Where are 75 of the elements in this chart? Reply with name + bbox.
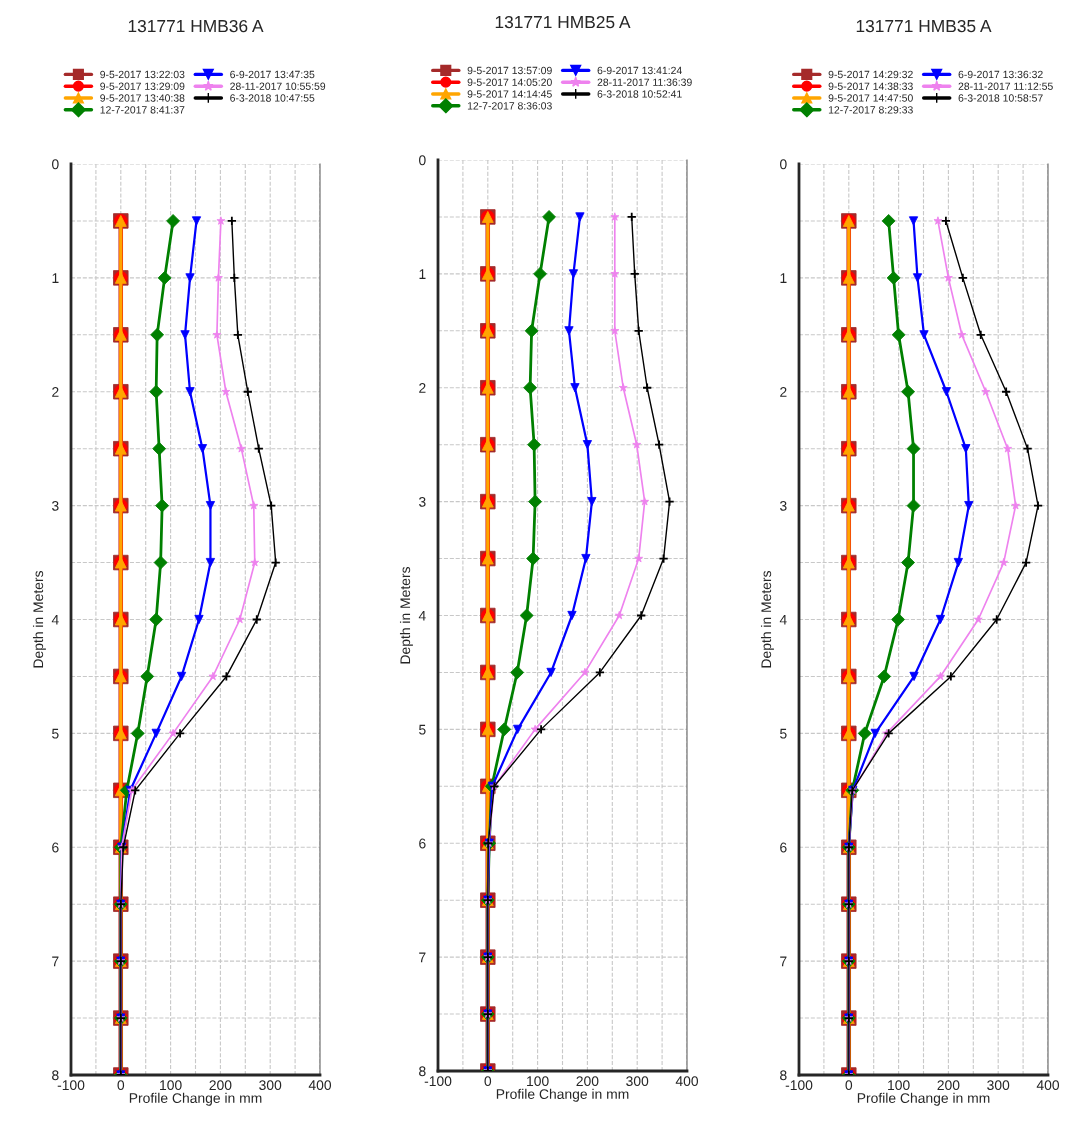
y-tick-label: 4 [779,614,787,625]
legend-label: 9-5-2017 14:47:50 [828,94,913,102]
chart-title: 131771 HMB25 A [495,15,631,29]
y-tick-label: 3 [419,496,426,507]
legend-label: 9-5-2017 14:38:33 [828,82,913,90]
y-tick-label: 7 [419,952,426,963]
x-tick-label: 100 [527,1076,549,1087]
legend-label: 12-7-2017 8:29:33 [828,106,913,114]
legend-label: 9-5-2017 13:22:03 [100,70,185,79]
x-tick-label: 100 [888,1080,910,1091]
y-tick-label: 7 [780,956,787,967]
y-tick-label: 5 [52,728,59,739]
chart-title: 131771 HMB36 A [128,19,264,33]
legend-label: 12-7-2017 8:36:03 [467,102,552,110]
legend-label: 28-11-2017 11:36:39 [597,78,692,86]
legend-label: 9-5-2017 14:14:45 [467,90,552,98]
legend-label: 6-9-2017 13:41:24 [597,66,682,75]
legend-label: 9-5-2017 14:29:32 [828,70,913,79]
x-tick-label: 300 [626,1076,649,1087]
y-tick-label: 0 [52,159,59,170]
y-tick-label: 0 [780,159,787,170]
y-tick-label: 1 [419,269,426,279]
x-tick-label: 400 [1036,1080,1060,1091]
legend-label: 9-5-2017 13:29:09 [100,82,185,90]
legend-label: 6-9-2017 13:47:35 [230,70,315,79]
y-tick-label: 6 [419,838,426,849]
legend-label: 12-7-2017 8:41:37 [100,106,185,114]
x-tick-label: 0 [484,1076,492,1087]
legend-label: 6-3-2018 10:52:41 [597,90,682,98]
y-tick-label: 2 [780,387,787,397]
x-tick-label: 300 [987,1080,1010,1091]
y-tick-label: 6 [780,842,787,853]
x-tick-label: -100 [785,1080,813,1091]
y-tick-label: 8 [419,1066,426,1077]
x-tick-label: 100 [160,1080,182,1091]
y-tick-label: 5 [419,724,426,735]
y-tick-label: 2 [52,387,59,397]
y-tick-label: 3 [780,500,787,511]
x-tick-label: 200 [209,1080,232,1091]
legend-label: 9-5-2017 14:05:20 [467,78,552,86]
y-tick-label: 1 [52,273,59,283]
y-tick-label: 5 [780,728,787,739]
legend-label: 28-11-2017 11:12:55 [958,82,1053,90]
y-tick-label: 8 [780,1070,787,1081]
legend-label: 6-3-2018 10:58:57 [958,94,1043,102]
legend-label: 6-9-2017 13:36:32 [958,70,1043,79]
x-axis-title: Profile Change in mm [496,1088,629,1102]
chart-title: 131771 HMB35 A [856,19,992,33]
legend-label: 28-11-2017 10:55:59 [230,82,326,90]
y-tick-label: 1 [780,273,787,283]
y-tick-label: 0 [419,155,426,166]
x-axis-title: Profile Change in mm [857,1092,990,1106]
x-tick-label: 300 [259,1080,282,1091]
legend-label: 9-5-2017 13:57:09 [467,66,552,75]
x-tick-label: -100 [57,1080,85,1091]
legend-label: 9-5-2017 13:40:38 [100,94,185,102]
y-axis-title: Depth in Meters [32,570,46,668]
y-tick-label: 8 [52,1070,59,1081]
x-axis-title: Profile Change in mm [129,1092,262,1106]
x-tick-label: -100 [424,1076,452,1087]
y-tick-label: 3 [52,500,59,511]
x-tick-label: 200 [576,1076,599,1087]
y-tick-label: 2 [419,383,426,393]
x-tick-label: 200 [937,1080,960,1091]
legend-label: 6-3-2018 10:47:55 [230,94,315,102]
y-axis-title: Depth in Meters [399,566,413,664]
y-tick-label: 4 [51,614,59,625]
x-tick-label: 0 [117,1080,125,1091]
x-tick-label: 400 [675,1076,699,1087]
y-tick-label: 7 [52,956,59,967]
y-tick-label: 4 [418,610,426,621]
y-axis-title: Depth in Meters [760,570,774,668]
x-tick-label: 400 [308,1080,332,1091]
x-tick-label: 0 [845,1080,853,1091]
y-tick-label: 6 [52,842,59,853]
